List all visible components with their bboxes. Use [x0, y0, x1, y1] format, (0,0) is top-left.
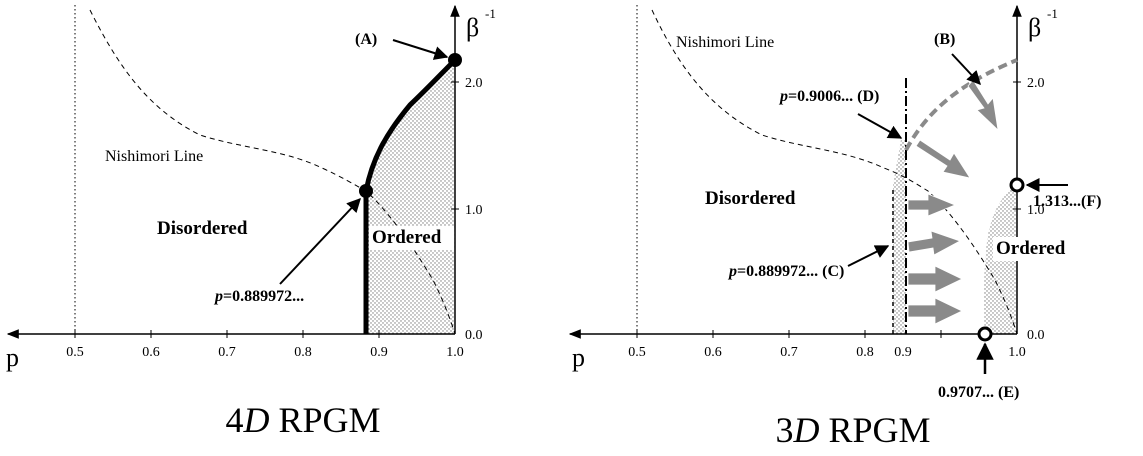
y-tick-label: 2.0 — [465, 76, 483, 91]
x-tick-label: 0.6 — [704, 345, 722, 360]
y-axis-superscript: -1 — [1047, 6, 1058, 21]
point-pc-4d — [359, 184, 373, 198]
point-F-label: 1.313...(F) — [1033, 193, 1101, 210]
x-tick-label: 0.6 — [142, 345, 160, 360]
x-tick-label: 0.9 — [370, 345, 388, 360]
title-3d: 3D RPGM — [775, 410, 930, 450]
nishimori-line-4d — [89, 9, 456, 335]
x-tick-label: 0.7 — [780, 345, 798, 360]
x-tick-label: 1.0 — [446, 345, 464, 360]
x-axis-label: p — [6, 343, 19, 372]
phase-boundary-4d — [363, 58, 457, 334]
pc-label-4d: p=0.889972... — [213, 288, 304, 305]
point-A-label: (A) — [355, 31, 377, 48]
flow-arrow — [907, 265, 963, 293]
disordered-label-4d: Disordered — [157, 218, 248, 239]
flow-arrows-3d — [907, 79, 999, 325]
point-B-label: (B) — [934, 31, 955, 48]
critical-strip-3d — [893, 140, 906, 334]
arrow-pC-3d — [847, 245, 890, 267]
x-tick-label: 0.7 — [218, 345, 236, 360]
x-ticks-4d — [74, 330, 380, 338]
nishimori-label-3d: Nishimori Line — [676, 34, 774, 51]
arrow-B — [951, 53, 981, 86]
flow-arrow — [907, 297, 963, 325]
y-axis-label: β — [1028, 13, 1041, 42]
pD-label-3d: p=0.9006... (D) — [778, 88, 879, 105]
y-tick-label: 1.0 — [465, 203, 483, 218]
x-tick-label: 0.9 — [894, 345, 912, 360]
disordered-label-3d: Disordered — [705, 188, 796, 209]
flow-arrow — [915, 139, 971, 179]
x-tick-label: 1.0 — [1008, 345, 1026, 360]
y-tick-label: 2.0 — [1027, 76, 1045, 91]
point-A — [448, 53, 462, 67]
arrow-A — [392, 39, 449, 60]
point-E-label: 0.9707... (E) — [938, 384, 1019, 401]
point-F — [1009, 177, 1025, 193]
x-tick-label: 0.8 — [294, 345, 312, 360]
y-tick-label: 0.0 — [1027, 328, 1045, 343]
flow-arrow — [907, 230, 961, 256]
y-axis-label: β — [466, 13, 479, 42]
y-axis-superscript: -1 — [485, 6, 496, 21]
x-tick-label: 0.5 — [628, 345, 646, 360]
point-E — [977, 326, 993, 342]
diagram-4d: 0.5 0.6 0.7 0.8 0.9 1.0 0.0 1.0 2.0 p β … — [6, 4, 496, 440]
x-tick-label: 0.5 — [66, 345, 84, 360]
ordered-label-3d: Ordered — [996, 238, 1066, 259]
flow-arrow — [967, 79, 999, 132]
arrow-pD-3d — [857, 113, 903, 139]
boundary-curve-B — [904, 58, 1018, 151]
title-4d: 4D RPGM — [225, 400, 380, 440]
flow-arrow — [907, 193, 957, 217]
y-tick-label: 1.0 — [1027, 203, 1045, 218]
pC-label-3d: p=0.889972... (C) — [727, 263, 844, 280]
y-tick-label: 0.0 — [465, 328, 483, 343]
nishimori-line-3d — [651, 9, 1018, 335]
diagram-3d: 0.5 0.6 0.7 0.8 0.9 1.0 0.0 1.0 2.0 p β … — [568, 4, 1101, 450]
x-tick-label: 0.8 — [856, 345, 874, 360]
nishimori-label-4d: Nishimori Line — [105, 148, 203, 165]
ordered-label-4d: Ordered — [372, 227, 442, 248]
ordered-region-4d — [366, 60, 455, 334]
x-axis-label: p — [572, 343, 585, 372]
arrow-pc-4d — [279, 197, 361, 285]
